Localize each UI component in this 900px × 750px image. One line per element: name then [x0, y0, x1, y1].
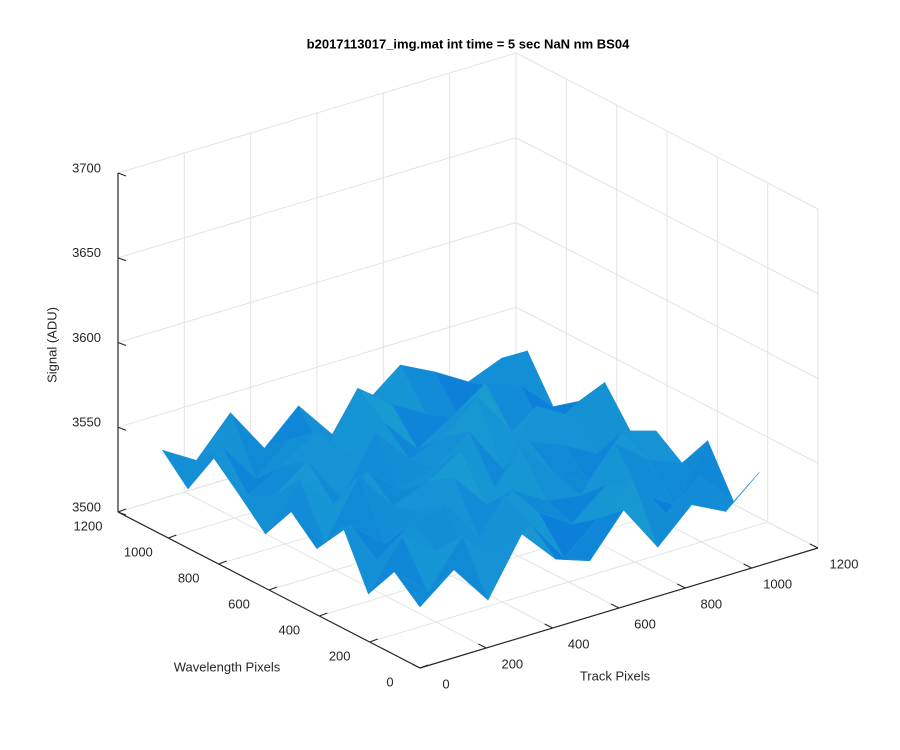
- grid-line: [515, 137, 819, 295]
- x-tick-label: 1000: [763, 576, 792, 591]
- z-tick-label: 3700: [72, 160, 101, 175]
- z-tick: [117, 257, 127, 262]
- surface-patch: [394, 569, 455, 608]
- x-tick-label: 1200: [830, 556, 859, 571]
- z-tick: [117, 426, 127, 431]
- x-tick: [743, 563, 752, 569]
- grid-line: [369, 521, 768, 643]
- z-axis-label: Signal (ADU): [44, 307, 59, 383]
- grid-line: [117, 222, 517, 343]
- y-tick-label: 600: [228, 596, 250, 611]
- x-tick: [610, 603, 620, 609]
- y-tick: [419, 664, 429, 669]
- z-tick: [117, 511, 127, 516]
- y-tick: [319, 612, 328, 617]
- x-tick: [809, 543, 819, 549]
- y-tick: [218, 560, 227, 565]
- z-tick-label: 3550: [72, 415, 101, 430]
- chart-title: b2017113017_img.mat int time = 5 sec NaN…: [307, 36, 630, 51]
- x-tick-label: 400: [568, 636, 590, 651]
- axes: 0 200 400 600 800 1000 1200 0 200 400 600 800 1000 12…: [72, 160, 858, 691]
- y-tick-label: 1000: [124, 544, 153, 559]
- x-tick-label: 200: [501, 656, 523, 671]
- z-tick: [117, 342, 127, 346]
- y-tick-label: 0: [386, 674, 393, 689]
- y-tick: [369, 638, 378, 643]
- y-tick: [268, 586, 278, 591]
- x-tick: [411, 663, 421, 669]
- grid-line: [515, 52, 819, 210]
- y-tick-label: 1200: [74, 518, 103, 533]
- x-tick-label: 0: [442, 676, 449, 691]
- grid-line: [515, 222, 819, 379]
- grid-line: [117, 137, 517, 259]
- grid-line: [117, 306, 517, 428]
- y-tick-label: 200: [329, 648, 351, 663]
- z-tick-label: 3650: [72, 245, 101, 260]
- y-tick-label: 400: [278, 622, 300, 637]
- z-tick: [117, 172, 127, 177]
- x-tick: [544, 623, 553, 629]
- x-tick: [677, 583, 686, 589]
- x-axis-label: Track Pixels: [580, 668, 651, 683]
- z-tick-label: 3500: [72, 499, 101, 514]
- y-tick: [117, 508, 127, 513]
- x-tick: [478, 643, 487, 649]
- z-tick-label: 3600: [72, 330, 101, 345]
- x-tick-label: 600: [634, 616, 656, 631]
- surface: [161, 350, 760, 608]
- y-axis-label: Wavelength Pixels: [174, 659, 281, 674]
- grid-line: [117, 52, 517, 174]
- x-tick-label: 800: [700, 596, 722, 611]
- y-tick-label: 800: [178, 570, 200, 585]
- y-tick: [168, 534, 177, 539]
- grid-line: [515, 306, 819, 464]
